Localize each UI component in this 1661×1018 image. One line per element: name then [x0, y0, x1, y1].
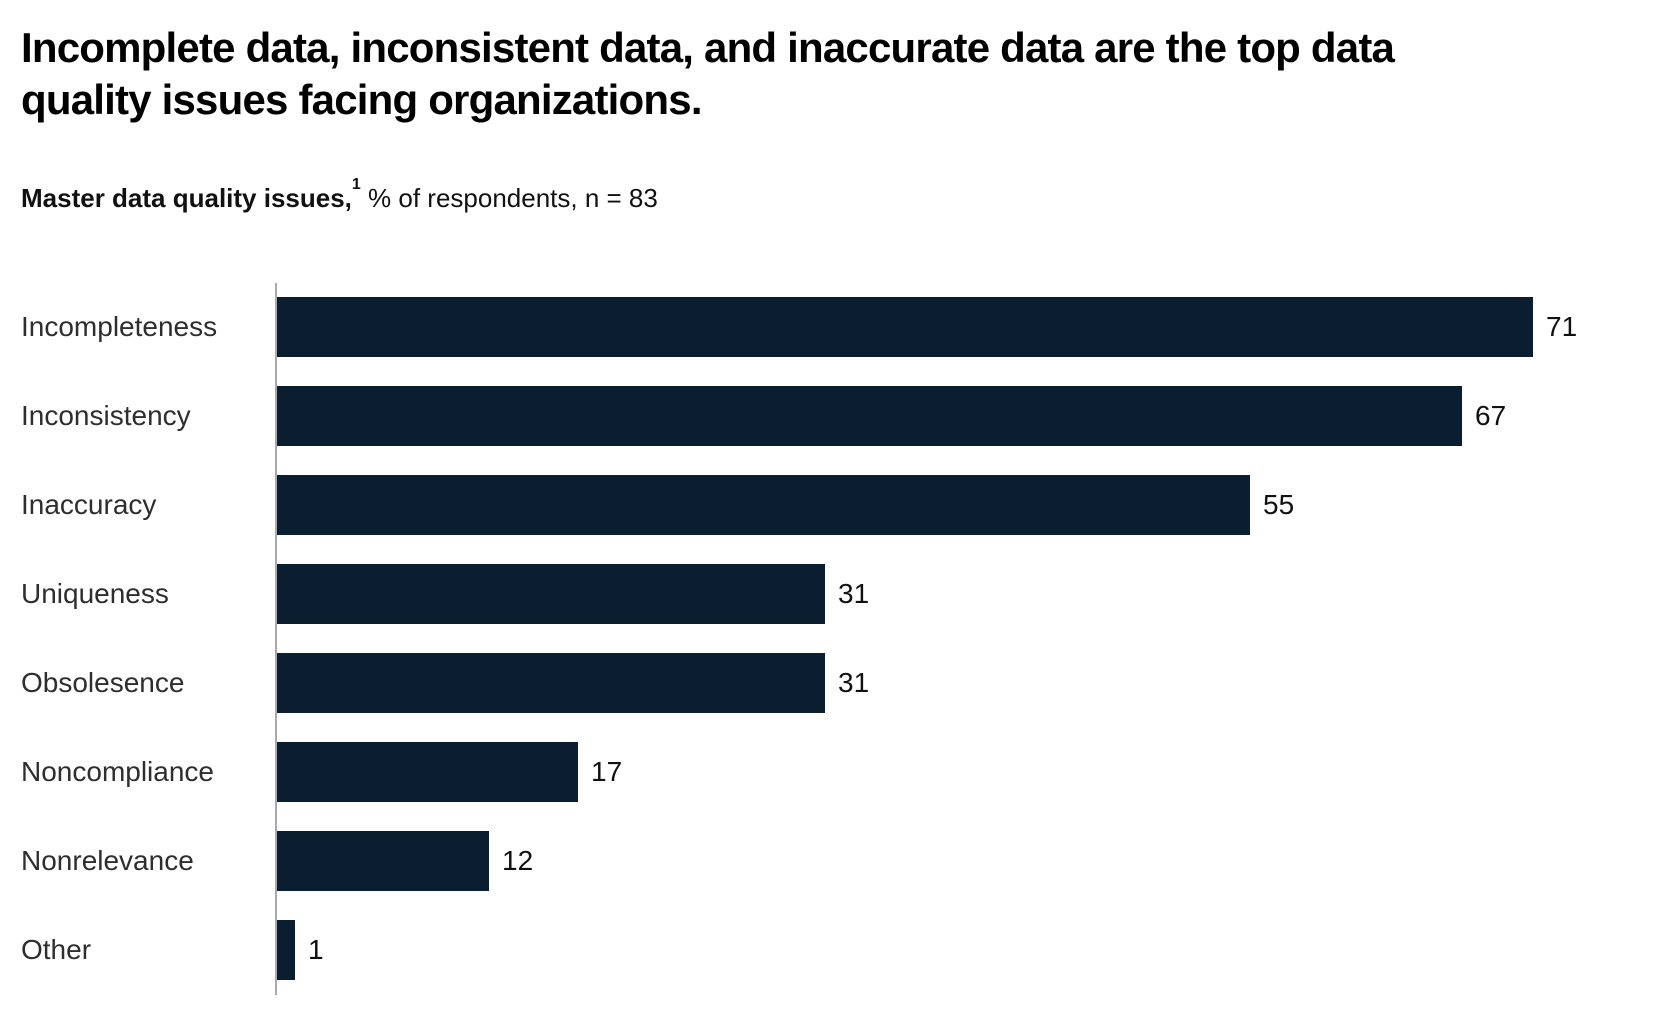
bar-rows: Incompleteness 71 Inconsistency 67 Inacc…	[0, 297, 1661, 981]
bar	[277, 742, 578, 803]
bar-row: Incompleteness 71	[0, 297, 1661, 358]
value-label: 17	[591, 756, 623, 788]
y-axis-line	[275, 283, 277, 996]
value-label: 31	[838, 578, 870, 610]
category-label: Inconsistency	[21, 400, 191, 432]
chart-subtitle: Master data quality issues,1 % of respon…	[21, 176, 1621, 215]
page-title: Incomplete data, inconsistent data, and …	[21, 24, 1395, 124]
bar	[277, 297, 1533, 358]
bar	[277, 831, 489, 892]
value-label: 67	[1475, 400, 1507, 432]
bar	[277, 653, 825, 714]
bar-row: Other 1	[0, 920, 1661, 981]
value-label: 12	[502, 845, 534, 877]
category-label: Inaccuracy	[21, 489, 157, 521]
bar-chart: Incompleteness 71 Inconsistency 67 Inacc…	[0, 283, 1661, 996]
bar-row: Uniqueness 31	[0, 564, 1661, 625]
category-label: Nonrelevance	[21, 845, 194, 877]
bar-row: Inconsistency 67	[0, 386, 1661, 447]
category-label: Obsolesence	[21, 667, 185, 699]
category-label: Noncompliance	[21, 756, 214, 788]
value-label: 55	[1263, 489, 1295, 521]
chart-subtitle-rest: % of respondents, n = 83	[360, 183, 658, 214]
bar-row: Obsolesence 31	[0, 653, 1661, 714]
bar-row: Noncompliance 17	[0, 742, 1661, 803]
category-label: Incompleteness	[21, 311, 218, 343]
value-label: 1	[308, 934, 324, 966]
bar	[277, 386, 1462, 447]
value-label: 31	[838, 667, 870, 699]
chart-subtitle-bold: Master data quality issues,	[21, 183, 352, 214]
bar-row: Inaccuracy 55	[0, 475, 1661, 536]
category-label: Uniqueness	[21, 578, 169, 610]
bar	[277, 920, 295, 981]
category-label: Other	[21, 934, 92, 966]
bar	[277, 475, 1250, 536]
value-label: 71	[1546, 311, 1578, 343]
bar-row: Nonrelevance 12	[0, 831, 1661, 892]
bar	[277, 564, 825, 625]
footnote-marker: 1	[351, 175, 361, 193]
